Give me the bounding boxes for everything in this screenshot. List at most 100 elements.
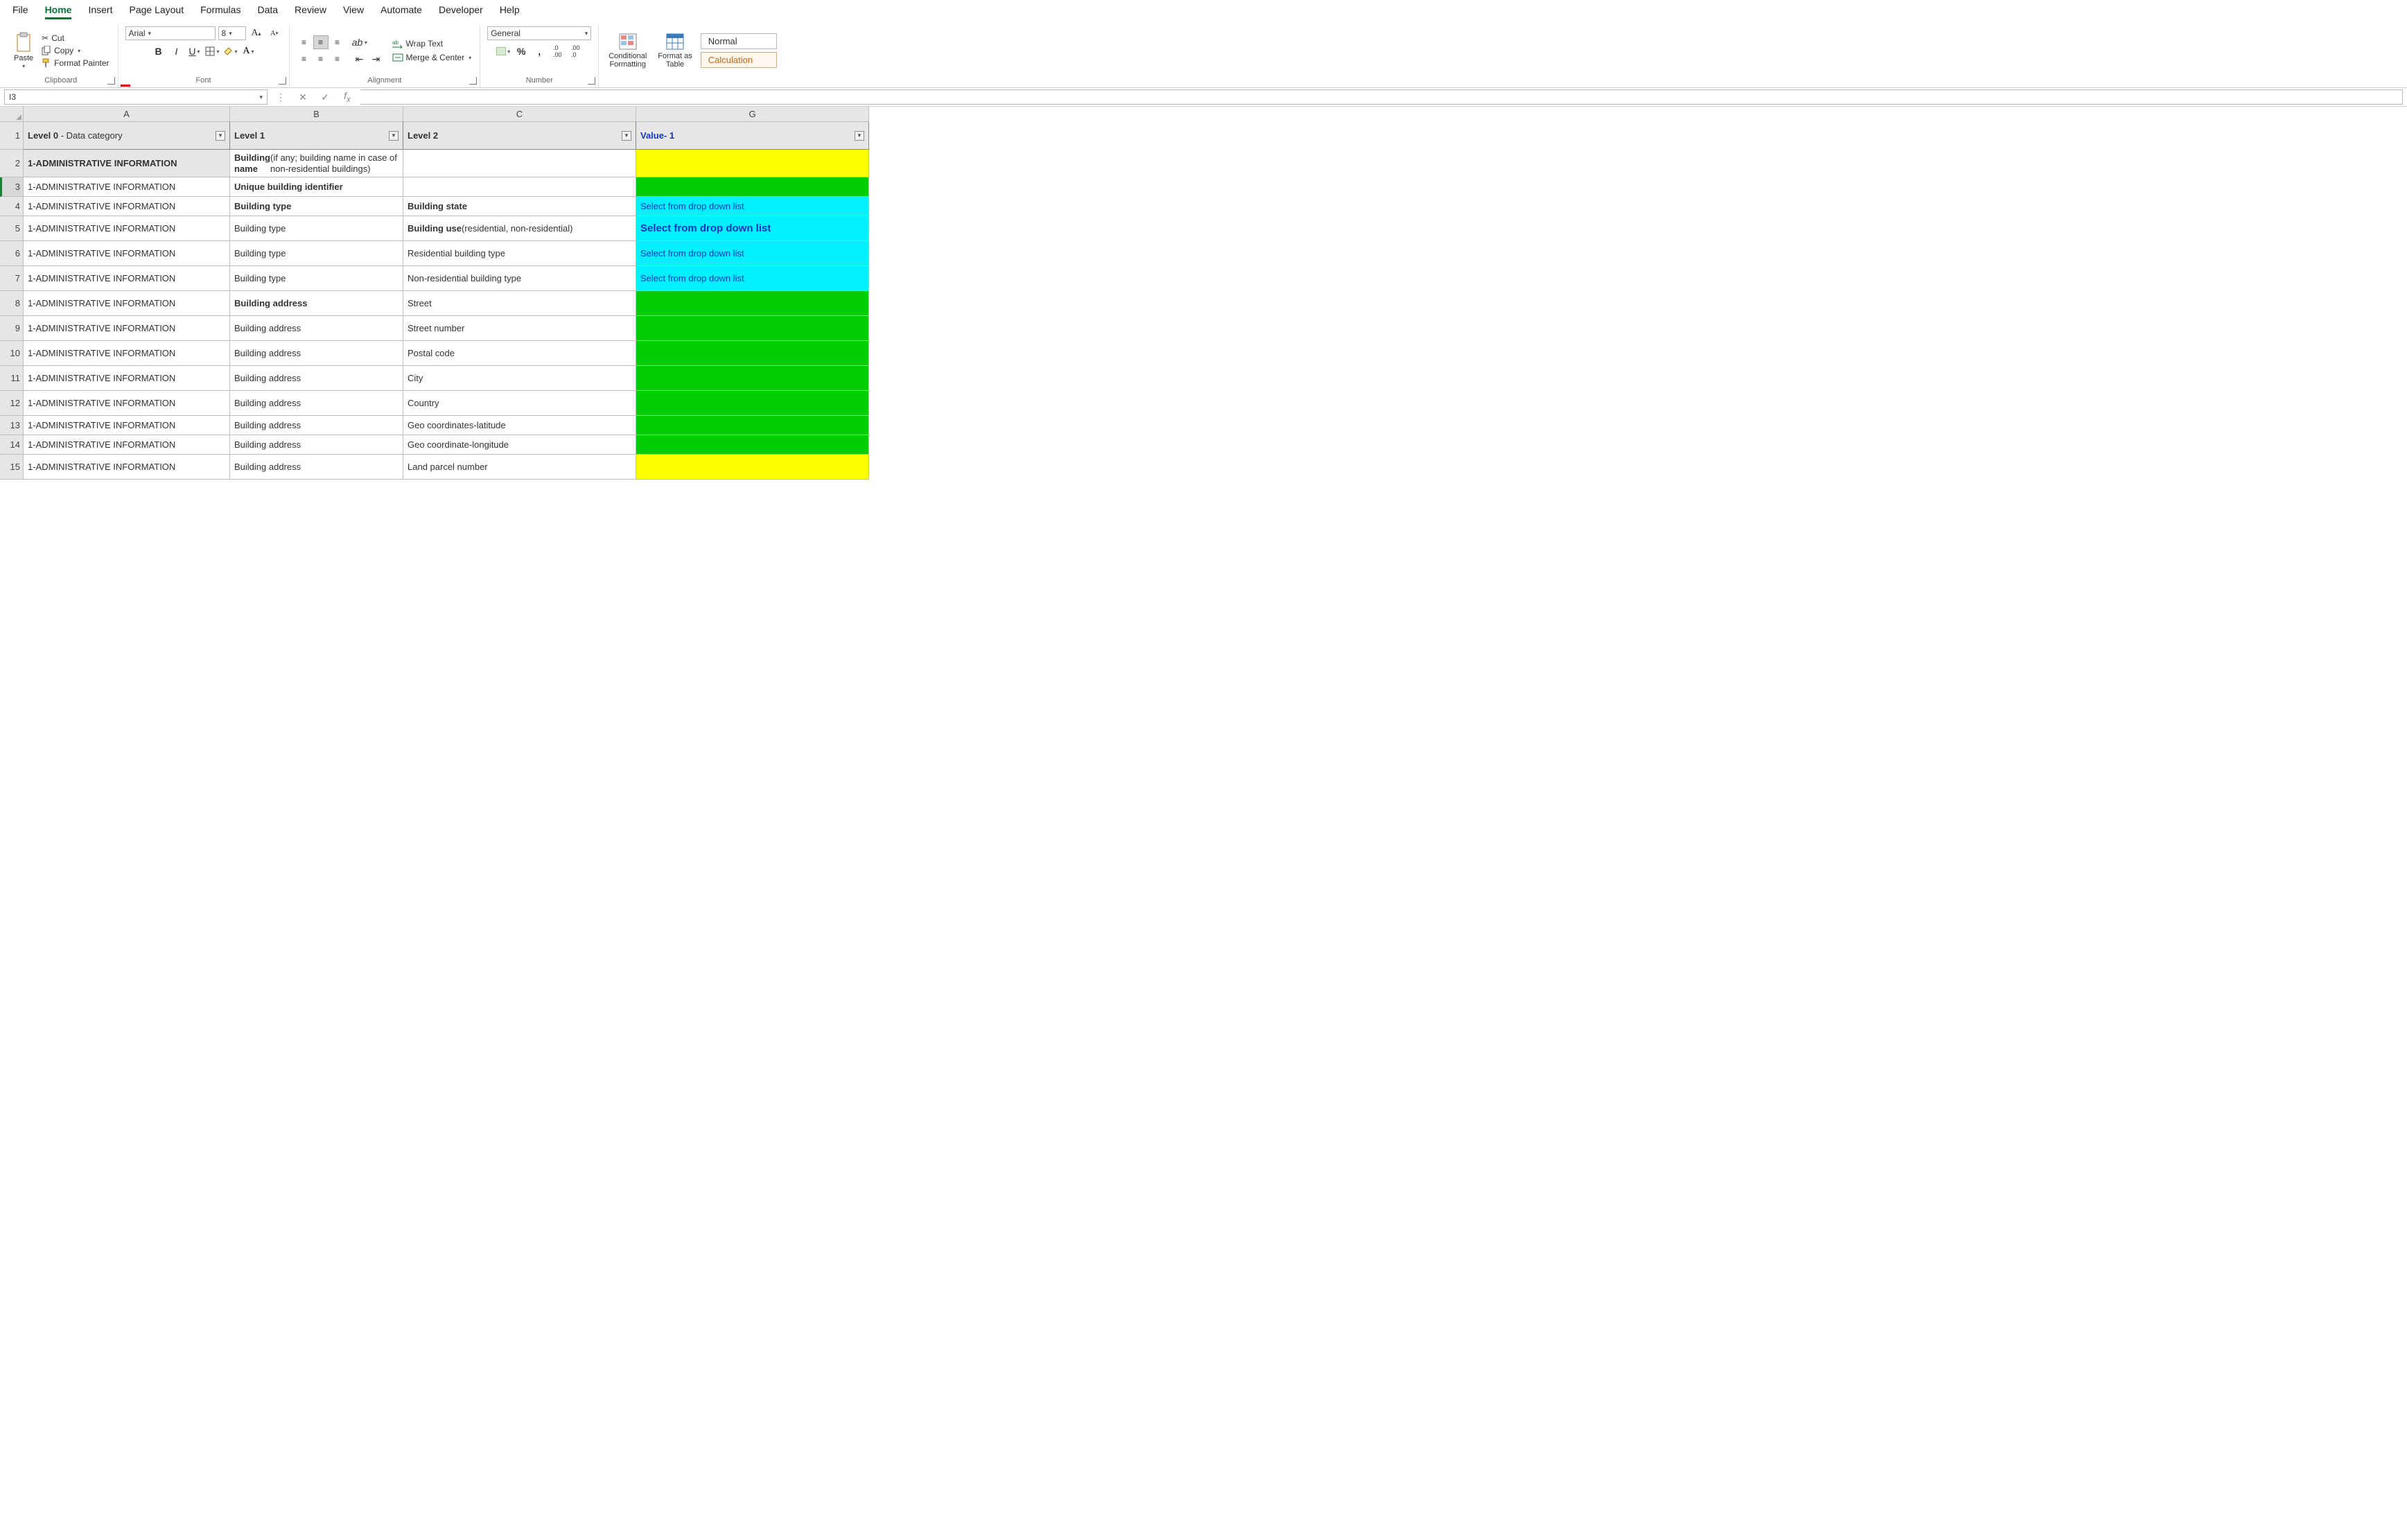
cell[interactable]: 1-ADMINISTRATIVE INFORMATION bbox=[24, 266, 230, 291]
row-header-15[interactable]: 15 bbox=[0, 455, 24, 480]
font-color-button[interactable]: A bbox=[241, 44, 256, 58]
row-header-4[interactable]: 4 bbox=[0, 197, 24, 216]
value-cell[interactable]: Select from drop down list bbox=[636, 241, 869, 266]
filter-arrow-icon[interactable]: ▼ bbox=[855, 131, 864, 141]
comma-button[interactable]: , bbox=[532, 44, 547, 58]
row-header-14[interactable]: 14 bbox=[0, 435, 24, 455]
value-cell[interactable] bbox=[636, 177, 869, 197]
menu-review[interactable]: Review bbox=[295, 4, 326, 19]
cell[interactable]: 1-ADMINISTRATIVE INFORMATION bbox=[24, 197, 230, 216]
cell[interactable]: 1-ADMINISTRATIVE INFORMATION bbox=[24, 150, 230, 177]
format-as-table-button[interactable]: Format as Table bbox=[655, 31, 695, 70]
row-header-1[interactable]: 1 bbox=[0, 122, 24, 150]
cell[interactable]: Geo coordinates-latitude bbox=[403, 416, 636, 435]
decrease-font-button[interactable]: A▾ bbox=[267, 26, 282, 40]
paste-button[interactable]: Paste ▾ bbox=[11, 30, 36, 71]
value-cell[interactable] bbox=[636, 435, 869, 455]
enter-icon[interactable]: ✓ bbox=[316, 89, 334, 105]
value-cell[interactable] bbox=[636, 316, 869, 341]
row-header-8[interactable]: 8 bbox=[0, 291, 24, 316]
menu-formulas[interactable]: Formulas bbox=[200, 4, 240, 19]
cell[interactable]: 1-ADMINISTRATIVE INFORMATION bbox=[24, 241, 230, 266]
row-header-2[interactable]: 2 bbox=[0, 150, 24, 177]
cell[interactable]: Building address bbox=[230, 435, 403, 455]
cell[interactable]: 1-ADMINISTRATIVE INFORMATION bbox=[24, 391, 230, 416]
value-cell[interactable] bbox=[636, 391, 869, 416]
cell[interactable]: Building address bbox=[230, 366, 403, 391]
menu-help[interactable]: Help bbox=[500, 4, 520, 19]
cell[interactable] bbox=[403, 150, 636, 177]
cut-button[interactable]: ✂ Cut bbox=[40, 33, 110, 44]
value-cell[interactable]: Select from drop down list bbox=[636, 266, 869, 291]
value-cell[interactable] bbox=[636, 455, 869, 480]
align-left-button[interactable]: ≡ bbox=[297, 52, 312, 66]
increase-indent-button[interactable]: ⇥ bbox=[369, 52, 384, 66]
cell[interactable]: Building address bbox=[230, 291, 403, 316]
cell[interactable]: Land parcel number bbox=[403, 455, 636, 480]
align-top-button[interactable]: ≡ bbox=[297, 35, 312, 49]
cell[interactable] bbox=[403, 177, 636, 197]
cancel-icon[interactable]: ✕ bbox=[294, 89, 312, 105]
conditional-formatting-button[interactable]: Conditional Formatting bbox=[606, 31, 649, 70]
col-header-B[interactable]: B bbox=[230, 107, 403, 122]
orientation-button[interactable]: ab bbox=[352, 35, 367, 49]
table-header[interactable]: Value- 1▼ bbox=[636, 122, 869, 150]
menu-data[interactable]: Data bbox=[257, 4, 278, 19]
accounting-format-button[interactable] bbox=[496, 44, 511, 58]
cell[interactable]: Building type bbox=[230, 216, 403, 241]
value-cell[interactable] bbox=[636, 291, 869, 316]
col-header-G[interactable]: G bbox=[636, 107, 869, 122]
cell[interactable]: 1-ADMINISTRATIVE INFORMATION bbox=[24, 177, 230, 197]
bold-button[interactable]: B bbox=[151, 44, 166, 58]
cell[interactable]: 1-ADMINISTRATIVE INFORMATION bbox=[24, 435, 230, 455]
increase-font-button[interactable]: A▴ bbox=[249, 26, 264, 40]
filter-arrow-icon[interactable]: ▼ bbox=[622, 131, 631, 141]
cell[interactable]: 1-ADMINISTRATIVE INFORMATION bbox=[24, 366, 230, 391]
fx-menu-button[interactable]: ⋮ bbox=[272, 89, 290, 105]
menu-automate[interactable]: Automate bbox=[380, 4, 422, 19]
col-header-A[interactable]: A bbox=[24, 107, 230, 122]
style-normal[interactable]: Normal bbox=[701, 33, 777, 49]
align-center-button[interactable]: ≡ bbox=[313, 52, 329, 66]
formula-input[interactable] bbox=[360, 89, 2403, 105]
menu-developer[interactable]: Developer bbox=[439, 4, 483, 19]
decrease-decimal-button[interactable]: .00.0 bbox=[568, 44, 583, 58]
menu-page-layout[interactable]: Page Layout bbox=[129, 4, 184, 19]
cell[interactable]: Building name (if any; building name in … bbox=[230, 150, 403, 177]
percent-button[interactable]: % bbox=[514, 44, 529, 58]
name-box[interactable]: I3 ▾ bbox=[4, 89, 268, 105]
format-painter-button[interactable]: Format Painter bbox=[40, 58, 110, 69]
cell[interactable]: City bbox=[403, 366, 636, 391]
cell[interactable]: 1-ADMINISTRATIVE INFORMATION bbox=[24, 341, 230, 366]
cell[interactable]: Building address bbox=[230, 455, 403, 480]
cell[interactable]: 1-ADMINISTRATIVE INFORMATION bbox=[24, 316, 230, 341]
menu-home[interactable]: Home bbox=[45, 4, 72, 19]
number-format-combo[interactable]: General ▾ bbox=[487, 26, 591, 40]
font-family-combo[interactable]: Arial ▾ bbox=[125, 26, 216, 40]
fill-color-button[interactable] bbox=[223, 44, 238, 58]
cell[interactable]: 1-ADMINISTRATIVE INFORMATION bbox=[24, 291, 230, 316]
row-header-9[interactable]: 9 bbox=[0, 316, 24, 341]
copy-button[interactable]: Copy bbox=[40, 45, 110, 56]
menu-view[interactable]: View bbox=[343, 4, 364, 19]
fx-icon[interactable]: fx bbox=[338, 89, 356, 105]
row-header-12[interactable]: 12 bbox=[0, 391, 24, 416]
underline-button[interactable]: U bbox=[187, 44, 202, 58]
col-header-C[interactable]: C bbox=[403, 107, 636, 122]
cell[interactable]: Residential building type bbox=[403, 241, 636, 266]
cell[interactable]: 1-ADMINISTRATIVE INFORMATION bbox=[24, 455, 230, 480]
cell[interactable]: Geo coordinate-longitude bbox=[403, 435, 636, 455]
cell[interactable]: Building address bbox=[230, 316, 403, 341]
filter-arrow-icon[interactable]: ▼ bbox=[216, 131, 225, 141]
value-cell[interactable] bbox=[636, 416, 869, 435]
value-cell[interactable]: Select from drop down list bbox=[636, 216, 869, 241]
value-cell[interactable] bbox=[636, 341, 869, 366]
cell[interactable]: Building address bbox=[230, 341, 403, 366]
table-header[interactable]: Level 1▼ bbox=[230, 122, 403, 150]
increase-decimal-button[interactable]: .0.00 bbox=[550, 44, 565, 58]
cell[interactable]: Country bbox=[403, 391, 636, 416]
align-middle-button[interactable]: ≡ bbox=[313, 35, 329, 49]
row-header-13[interactable]: 13 bbox=[0, 416, 24, 435]
align-bottom-button[interactable]: ≡ bbox=[330, 35, 345, 49]
cell[interactable]: Building type bbox=[230, 266, 403, 291]
